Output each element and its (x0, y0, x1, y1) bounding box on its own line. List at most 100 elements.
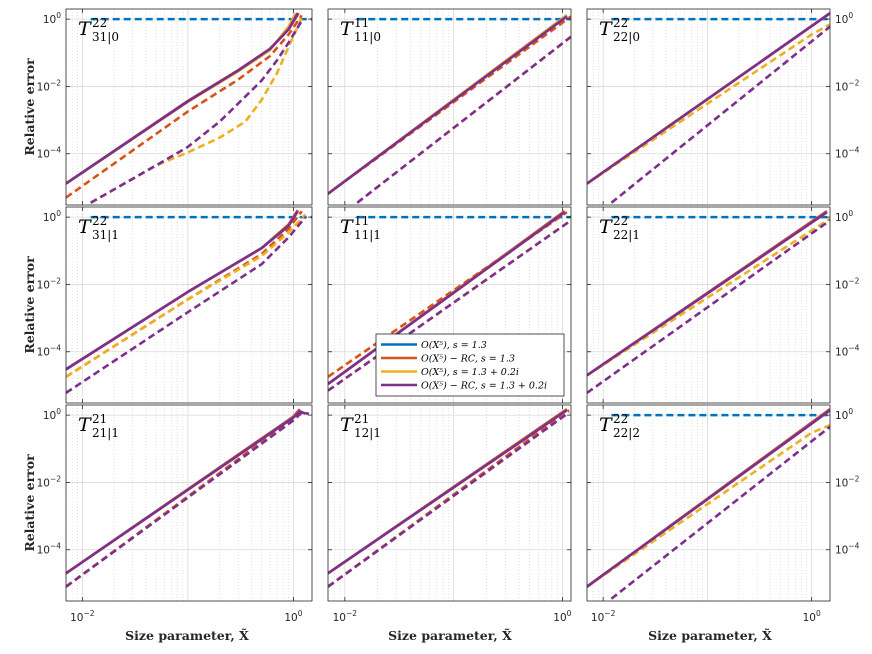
panel-title: T22 31|1 (78, 214, 119, 242)
series-purple-dashed (328, 219, 571, 392)
series-group (66, 12, 312, 204)
xtick-label: 100 (284, 609, 302, 624)
panel-title: T11 11|1 (340, 214, 381, 242)
series-red-dashed (66, 210, 303, 378)
plot-area (587, 207, 830, 403)
axes-frame (65, 8, 313, 206)
axes-frame (327, 404, 572, 602)
plot-area (328, 405, 571, 601)
series-purple-dashed (587, 219, 830, 394)
series-purple-dashed (610, 425, 830, 600)
legend-label-2: O(X⁵) − RC, s = 1.3 (421, 354, 515, 365)
panel-title: T22 31|0 (78, 16, 119, 44)
panel-title: T22 22|2 (599, 412, 640, 440)
series-purple-solid (328, 211, 566, 386)
grid (328, 405, 571, 601)
ytick-label: 100 (43, 209, 61, 224)
legend-entry-4: O(X⁵) − RC, s = 1.3 + 0.2i (381, 381, 547, 392)
series-yellow-dashed (587, 217, 830, 377)
series-group (587, 210, 830, 394)
series-purple-solid (587, 12, 830, 185)
panel-title: T21 12|1 (340, 412, 381, 440)
panel-2: T11 11|0 (327, 8, 572, 206)
series-group (66, 209, 312, 394)
series-yellow-dashed (587, 424, 830, 588)
panel-7: 10−2 100 10−4 10−2 100 T21 21|1 (37, 404, 313, 624)
panel-6: 10−4 10−2 100 T22 22|1 (586, 206, 860, 404)
panel-3: 10−4 10−2 100 T22 22|0 (586, 8, 860, 206)
ytick-label: 10−4 (835, 542, 860, 557)
series-group (328, 408, 570, 588)
panel-9: 10−2 100 10−4 10−2 100 T22 22|2 (586, 404, 860, 624)
ylabel-row1: Relative error (22, 58, 37, 156)
grid (66, 405, 312, 601)
panel-title: T11 11|0 (340, 16, 381, 44)
panel-title: T21 21|1 (78, 412, 119, 440)
series-purple-dashed (66, 216, 307, 394)
series-group (587, 408, 830, 600)
axes-frame (327, 8, 572, 206)
axes-frame (586, 404, 831, 602)
ytick-label: 10−2 (835, 276, 860, 291)
xtick-label: 10−2 (333, 609, 358, 624)
series-purple-solid (328, 15, 568, 195)
legend: O(X⁵), s = 1.3 O(X⁵) − RC, s = 1.3 O(X⁵)… (375, 333, 565, 397)
xtick-label: 100 (553, 609, 571, 624)
ylabel-row3: Relative error (22, 454, 37, 552)
panel-title: T22 22|1 (599, 214, 640, 242)
ytick-label: 10−4 (37, 542, 62, 557)
series-purple-solid (587, 409, 830, 588)
ytick-label: 10−4 (37, 344, 62, 359)
ytick-label: 10−2 (37, 276, 62, 291)
legend-entry-3: O(X⁵), s = 1.3 + 0.2i (381, 367, 519, 378)
ytick-label: 10−2 (835, 78, 860, 93)
plot-area (66, 9, 312, 205)
panel-title: T22 22|0 (599, 16, 640, 44)
series-purple-dashed (610, 25, 830, 204)
axes-frame (327, 206, 572, 404)
legend-entry-1: O(X⁵), s = 1.3 (381, 340, 487, 351)
panel-4: 10−4 10−2 100 T22 31|1 (37, 206, 313, 404)
legend-label-3: O(X⁵), s = 1.3 + 0.2i (421, 367, 519, 378)
ytick-label: 10−2 (37, 474, 62, 489)
series-group (328, 14, 571, 204)
series-purple-dashed (328, 411, 570, 588)
series-purple-solid (66, 12, 299, 185)
xtick-label: 10−2 (70, 609, 95, 624)
xlabel-col3: Size parameter, X̃ (648, 628, 772, 643)
series-purple-solid (66, 409, 306, 575)
series-purple-solid (587, 211, 828, 377)
series-purple-solid (66, 210, 299, 371)
series-purple-solid (328, 409, 568, 575)
series-group (66, 408, 310, 588)
ytick-label: 100 (43, 11, 61, 26)
ytick-label: 10−2 (835, 474, 860, 489)
xtick-label: 100 (803, 609, 821, 624)
grid (587, 405, 830, 601)
series-purple-dashed (356, 35, 571, 204)
ytick-label: 10−4 (835, 344, 860, 359)
ytick-label: 10−4 (37, 146, 62, 161)
ytick-label: 10−4 (835, 146, 860, 161)
axes-frame (586, 206, 831, 404)
panel-8: 10−2 100 T21 12|1 (327, 404, 572, 624)
series-group (328, 210, 571, 392)
series-purple-dashed (90, 20, 303, 204)
panels: 10−4 10−2 100 T22 31|0 T11 11|0 10−4 10−2 100 T22 2… (37, 8, 860, 624)
series-red-dashed (328, 211, 568, 378)
xlabel-col2: Size parameter, X̃ (388, 628, 512, 643)
legend-label-1: O(X⁵), s = 1.3 (421, 340, 487, 351)
axes-frame (65, 404, 313, 602)
ytick-label: 100 (835, 11, 853, 26)
series-yellow-dashed (587, 23, 830, 185)
xlabel-col1: Size parameter, X̃ (125, 628, 249, 643)
series-group (587, 12, 830, 204)
ytick-label: 100 (835, 209, 853, 224)
ytick-label: 100 (835, 407, 853, 422)
ylabel-row2: Relative error (22, 256, 37, 354)
axes-frame (65, 206, 313, 404)
ytick-label: 100 (43, 407, 61, 422)
axes-frame (586, 8, 831, 206)
legend-entry-2: O(X⁵) − RC, s = 1.3 (381, 354, 515, 365)
